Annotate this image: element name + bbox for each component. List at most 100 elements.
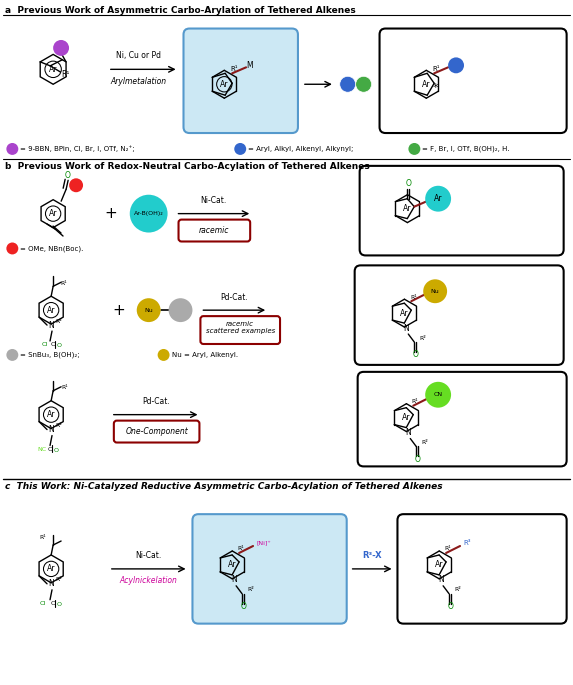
- Text: Ni-Cat.: Ni-Cat.: [136, 551, 162, 560]
- Text: O: O: [414, 455, 420, 464]
- Text: O: O: [413, 351, 418, 360]
- Text: R³-X: R³-X: [362, 551, 382, 560]
- Text: Ar: Ar: [434, 195, 442, 203]
- Text: R²: R²: [56, 423, 62, 428]
- Text: racemic
scattered examples: racemic scattered examples: [206, 321, 275, 334]
- Text: Pd-Cat.: Pd-Cat.: [142, 397, 170, 406]
- Circle shape: [409, 143, 421, 155]
- Text: = OMe, NBn(Boc).: = OMe, NBn(Boc).: [20, 245, 84, 251]
- Text: = Aryl, Alkyl, Alkenyl, Alkynyl;: = Aryl, Alkyl, Alkenyl, Alkynyl;: [248, 146, 354, 152]
- Text: Ar: Ar: [47, 410, 56, 419]
- Text: Nu = Aryl, Alkenyl.: Nu = Aryl, Alkenyl.: [171, 352, 238, 358]
- Text: O: O: [57, 343, 62, 349]
- Text: R¹: R¹: [410, 295, 417, 300]
- Text: N: N: [48, 580, 54, 588]
- Text: *: *: [433, 84, 438, 93]
- Text: a  Previous Work of Asymmetric Carbo-Arylation of Tethered Alkenes: a Previous Work of Asymmetric Carbo-Aryl…: [5, 5, 356, 14]
- Text: Ar: Ar: [47, 306, 56, 314]
- FancyBboxPatch shape: [379, 29, 567, 133]
- Text: One-Component: One-Component: [125, 427, 188, 436]
- Circle shape: [53, 40, 69, 56]
- Text: Ar: Ar: [403, 204, 411, 213]
- Text: R¹: R¹: [230, 66, 238, 73]
- Circle shape: [356, 76, 371, 92]
- Text: R¹: R¹: [61, 71, 69, 79]
- Text: Ar: Ar: [435, 560, 444, 569]
- Text: Nu: Nu: [144, 308, 153, 312]
- Text: [Ni]⁺: [Ni]⁺: [256, 540, 270, 545]
- Text: R²: R²: [454, 587, 461, 593]
- Text: N: N: [406, 428, 411, 437]
- Text: R²: R²: [420, 336, 426, 340]
- Text: R¹: R¹: [40, 534, 46, 540]
- Circle shape: [423, 279, 447, 303]
- Circle shape: [234, 143, 246, 155]
- Text: R¹: R¹: [433, 66, 440, 73]
- Text: Ar: Ar: [228, 560, 237, 569]
- Text: R²: R²: [422, 440, 429, 445]
- Text: O: O: [447, 602, 453, 611]
- Text: N: N: [231, 575, 237, 584]
- Text: O: O: [64, 171, 70, 180]
- Text: R¹: R¹: [445, 547, 452, 551]
- Text: N: N: [438, 575, 444, 584]
- FancyBboxPatch shape: [193, 514, 347, 623]
- Text: C: C: [48, 447, 52, 452]
- Text: R¹: R¹: [62, 385, 68, 390]
- Circle shape: [6, 349, 18, 361]
- Text: Ni-Cat.: Ni-Cat.: [200, 196, 226, 206]
- Circle shape: [69, 178, 83, 192]
- Text: Ni, Cu or Pd: Ni, Cu or Pd: [116, 51, 161, 60]
- Text: NC: NC: [37, 447, 46, 452]
- Text: = 9-BBN, BPin, Cl, Br, I, OTf, N₂⁺;: = 9-BBN, BPin, Cl, Br, I, OTf, N₂⁺;: [20, 146, 135, 152]
- Text: N: N: [48, 321, 54, 329]
- Text: Cl: Cl: [40, 601, 46, 606]
- Text: +: +: [112, 303, 125, 318]
- FancyBboxPatch shape: [201, 316, 280, 344]
- Circle shape: [129, 195, 167, 232]
- Text: C: C: [51, 342, 56, 347]
- Circle shape: [340, 76, 356, 92]
- FancyBboxPatch shape: [183, 29, 298, 133]
- Circle shape: [425, 186, 451, 212]
- Text: Ar: Ar: [400, 309, 409, 318]
- Text: R¹: R¹: [238, 547, 245, 551]
- Text: CN: CN: [434, 393, 443, 397]
- FancyBboxPatch shape: [179, 220, 250, 242]
- Text: Ar: Ar: [422, 79, 430, 89]
- Circle shape: [168, 298, 193, 322]
- Text: Ar: Ar: [47, 564, 56, 573]
- Text: Ar: Ar: [49, 209, 57, 218]
- Text: Ar: Ar: [49, 65, 57, 74]
- Text: R³: R³: [463, 540, 470, 546]
- Text: Cl: Cl: [42, 342, 48, 347]
- Circle shape: [137, 298, 160, 322]
- Text: N: N: [48, 425, 54, 434]
- Text: = F, Br, I, OTf, B(OH)₂, H.: = F, Br, I, OTf, B(OH)₂, H.: [422, 146, 510, 152]
- FancyBboxPatch shape: [398, 514, 567, 623]
- Text: Ar: Ar: [220, 79, 229, 89]
- Text: R¹: R¹: [412, 399, 419, 404]
- Text: racemic: racemic: [199, 226, 230, 235]
- Text: Ar: Ar: [402, 413, 411, 422]
- Text: b  Previous Work of Redox-Neutral Carbo-Acylation of Tethered Alkenes: b Previous Work of Redox-Neutral Carbo-A…: [5, 162, 370, 171]
- Text: c  This Work: Ni-Catalyzed Reductive Asymmetric Carbo-Acylation of Tethered Alke: c This Work: Ni-Catalyzed Reductive Asym…: [5, 482, 443, 491]
- Circle shape: [448, 58, 464, 73]
- Text: R¹: R¹: [61, 281, 68, 286]
- Circle shape: [158, 349, 170, 361]
- Text: Acylnickelation: Acylnickelation: [120, 576, 178, 586]
- FancyBboxPatch shape: [358, 372, 567, 466]
- Text: N: N: [403, 323, 409, 333]
- FancyBboxPatch shape: [114, 421, 199, 443]
- Text: O: O: [405, 179, 411, 188]
- Text: Nu: Nu: [431, 289, 439, 294]
- Text: +: +: [104, 206, 117, 221]
- Circle shape: [6, 242, 18, 254]
- Text: O: O: [54, 448, 59, 453]
- FancyBboxPatch shape: [355, 265, 564, 365]
- Text: = SnBu₃, B(OH)₂;: = SnBu₃, B(OH)₂;: [20, 351, 80, 358]
- Text: R²: R²: [56, 319, 62, 323]
- Circle shape: [425, 382, 451, 408]
- Text: R²: R²: [56, 577, 62, 582]
- Circle shape: [6, 143, 18, 155]
